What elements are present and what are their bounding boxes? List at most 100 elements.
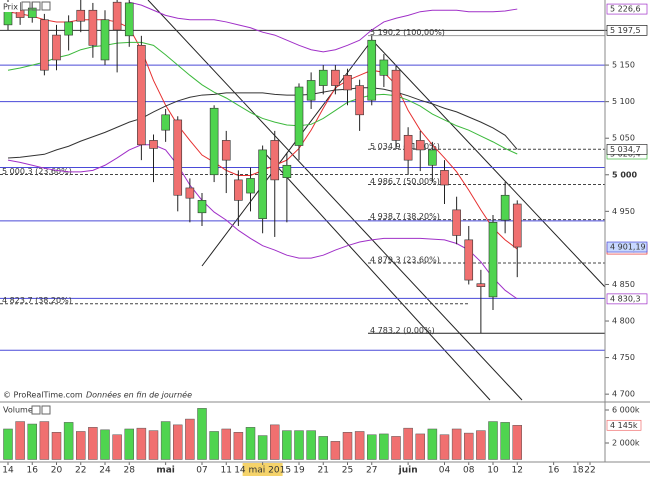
fib-label: 4 783,2 (0,00%) xyxy=(370,326,435,335)
candle-body xyxy=(88,9,98,46)
candle-body xyxy=(306,80,316,101)
volume-bar xyxy=(354,431,365,460)
volume-bar xyxy=(112,434,122,460)
indicator-line xyxy=(129,1,518,53)
icon[interactable] xyxy=(21,1,31,11)
value-label: 4 145k xyxy=(610,421,638,430)
fib-label: 5 000,3 (23,60%) xyxy=(2,167,72,176)
trend-line xyxy=(261,149,491,401)
candle-body xyxy=(391,69,401,141)
candle-body xyxy=(209,107,219,176)
value-label: 5 226,6 xyxy=(610,5,641,14)
volume-bar xyxy=(488,421,498,460)
candle-body xyxy=(173,119,183,196)
volume-bar xyxy=(294,430,304,460)
x-tick-label: 14 mai 2015 xyxy=(234,466,291,476)
volume-bar xyxy=(330,441,341,460)
y-tick-label: 5 100 xyxy=(612,97,635,106)
candle-body xyxy=(367,39,377,101)
candle-body xyxy=(452,209,461,236)
candle-body xyxy=(464,239,474,281)
icon[interactable] xyxy=(41,1,51,11)
y-tick-label: 4 750 xyxy=(612,353,635,362)
volume-bar xyxy=(88,427,98,460)
candle-body xyxy=(124,2,134,37)
volume-bar xyxy=(39,421,50,460)
volume-bar xyxy=(403,427,413,460)
volume-bar xyxy=(439,434,450,460)
candle-body xyxy=(137,45,146,146)
candle-body xyxy=(246,178,255,194)
x-tick-label: juin xyxy=(398,466,418,476)
volume-bar xyxy=(342,432,353,460)
y-tick-label: 5 000 xyxy=(612,170,637,179)
volume-icons[interactable] xyxy=(31,405,51,415)
x-tick-label: 22 xyxy=(584,466,595,476)
volume-bar xyxy=(306,430,316,460)
value-box xyxy=(606,293,648,305)
volume-bar xyxy=(100,429,110,460)
candle-body xyxy=(440,170,449,186)
x-tick-label: 12 xyxy=(512,466,523,476)
fib-label: 4 823,7 (38,20%) xyxy=(2,296,72,305)
volume-bar xyxy=(512,425,522,460)
x-tick-label: 24 xyxy=(99,466,111,476)
candle-body xyxy=(234,179,243,201)
x-tick-label: 11 xyxy=(221,466,232,476)
candle-body xyxy=(197,200,207,214)
volume-bar xyxy=(209,431,219,460)
volume-bar xyxy=(427,428,438,460)
volume-bar xyxy=(185,418,195,460)
x-tick-label: 10 xyxy=(487,466,499,476)
candle-body xyxy=(488,222,498,298)
volume-bar xyxy=(160,421,171,460)
y-tick-label: 5 050 xyxy=(612,134,635,143)
candle-body xyxy=(331,69,340,86)
value-box xyxy=(606,144,648,155)
volume-bar xyxy=(27,423,37,460)
x-tick-label: 28 xyxy=(124,466,136,476)
icon[interactable] xyxy=(31,1,41,11)
indicator-line xyxy=(7,87,518,159)
volume-title: Volume xyxy=(3,406,33,415)
y-tick-label: 4 950 xyxy=(612,207,635,216)
candle-body xyxy=(40,19,49,71)
indicator-line xyxy=(7,144,518,300)
candle-body xyxy=(415,140,425,151)
value-label: 5 197,5 xyxy=(610,26,641,35)
fib-label: 4 986,7 (50,00%) xyxy=(370,177,440,186)
value-label: 4 830,3 xyxy=(610,294,641,303)
candle-body xyxy=(100,19,110,61)
x-tick-label: 08 xyxy=(463,466,475,476)
volume-bar xyxy=(257,435,268,460)
note: Données en fin de journée xyxy=(86,390,192,400)
x-tick-label: 27 xyxy=(366,466,377,476)
volume-bar xyxy=(476,430,486,460)
toolbar-icons[interactable] xyxy=(21,1,51,11)
candle-body xyxy=(379,59,389,76)
value-label: 5 034,7 xyxy=(610,145,641,154)
fib-label: 4 938,7 (38,20%) xyxy=(370,212,440,221)
candle-body xyxy=(318,69,328,86)
y-tick-label: 5 150 xyxy=(612,61,635,70)
x-tick-label: 16 xyxy=(27,466,39,476)
volume-bar xyxy=(15,421,25,460)
icon[interactable] xyxy=(41,405,51,415)
fib-label: 4 879,3 (23,60%) xyxy=(370,256,440,265)
volume-bar xyxy=(124,428,134,460)
candle-body xyxy=(282,164,292,178)
candle-body xyxy=(76,9,86,22)
volume-bar xyxy=(451,428,462,460)
x-tick-label: 16 xyxy=(548,466,560,476)
candle-body xyxy=(52,34,61,61)
candle-body xyxy=(221,140,231,161)
panel-title: Prix xyxy=(3,3,18,12)
volume-bar xyxy=(500,422,510,460)
candle-body xyxy=(476,283,486,287)
icon[interactable] xyxy=(31,405,41,415)
fib-label: 5 190,2 (100,00%) xyxy=(370,28,445,37)
volume-bar xyxy=(76,431,86,460)
candle-body xyxy=(500,194,510,221)
candle-body xyxy=(258,149,267,219)
